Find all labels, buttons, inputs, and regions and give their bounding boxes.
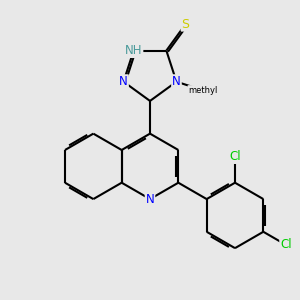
Text: NH: NH xyxy=(125,44,142,57)
Text: methyl: methyl xyxy=(188,86,218,95)
Text: Cl: Cl xyxy=(229,150,241,163)
Text: S: S xyxy=(182,18,190,31)
Text: N: N xyxy=(119,75,128,88)
Text: N: N xyxy=(172,75,181,88)
Text: Cl: Cl xyxy=(280,238,292,251)
Text: N: N xyxy=(146,193,154,206)
